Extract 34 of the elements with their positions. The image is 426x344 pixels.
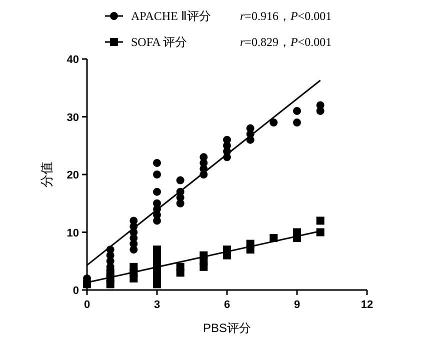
point [153,170,161,178]
x-tick-label: 0 [84,299,90,311]
x-tick-label: 3 [154,299,160,311]
point [246,124,254,132]
point [293,118,301,127]
y-axis-title: 分值 [39,162,54,188]
point [223,136,231,144]
point [153,199,161,208]
text: r=0.916，P<0.001 [240,9,332,23]
x-axis-title: PBS评分 [202,321,252,335]
point [153,188,161,196]
text: r=0.829，P<0.001 [240,35,332,49]
point [153,158,161,167]
point [316,228,324,236]
y-tick-label: 30 [66,112,79,124]
point [293,106,301,115]
x-tick-label: 12 [360,299,374,311]
y-tick-label: 40 [66,54,79,66]
legend-label: SOFA 评分 [131,35,188,49]
point [130,262,138,271]
x-tick-label: 6 [224,299,230,311]
point [246,240,254,248]
y-tick-label: 20 [66,170,79,182]
point [316,216,324,225]
point [270,118,278,127]
point [270,234,278,242]
y-tick-label: 0 [72,285,79,297]
point [176,262,184,271]
point [176,176,184,184]
x-tick-label: 9 [294,299,300,311]
y-tick-label: 10 [66,227,79,240]
point [176,188,184,196]
point [200,251,208,260]
legend-label: APACHE Ⅱ评分 [131,9,211,23]
